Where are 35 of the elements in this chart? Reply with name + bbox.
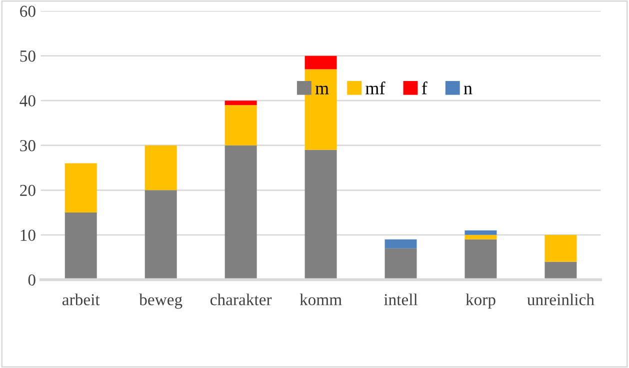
legend-label: f <box>422 81 428 94</box>
bar <box>144 145 177 190</box>
bar <box>144 190 177 280</box>
y-tick-label: 60 <box>20 6 36 17</box>
y-tick-label: 30 <box>20 140 36 152</box>
bar <box>384 248 417 280</box>
x-tick-label: beweg <box>139 294 182 309</box>
x-tick-label: intell <box>384 294 418 306</box>
legend-label: mf <box>366 81 386 94</box>
bar <box>304 69 337 150</box>
legend-label: n <box>464 86 472 94</box>
y-tick-label: 50 <box>20 50 36 62</box>
bar <box>224 145 257 280</box>
bar <box>304 56 337 70</box>
y-tick-label: 40 <box>20 95 36 107</box>
x-tick-label: korp <box>466 294 496 309</box>
x-tick-label: arbeit <box>62 294 100 306</box>
x-tick-label: komm <box>300 294 342 306</box>
y-tick-label: 0 <box>28 274 36 286</box>
bar <box>544 234 577 262</box>
bar <box>544 262 577 280</box>
bar <box>64 163 97 213</box>
x-tick-label: charakter <box>210 294 272 306</box>
bar <box>464 234 497 240</box>
bar <box>224 105 257 146</box>
y-tick-label: 10 <box>20 230 36 241</box>
bar <box>224 100 257 106</box>
bar <box>384 239 417 248</box>
bar <box>64 212 97 280</box>
bar <box>464 230 497 235</box>
x-tick-label: unreinlich <box>527 294 594 306</box>
bar <box>304 150 337 280</box>
bar <box>464 239 497 280</box>
legend-label: m <box>315 86 329 94</box>
y-tick-label: 20 <box>20 184 36 196</box>
